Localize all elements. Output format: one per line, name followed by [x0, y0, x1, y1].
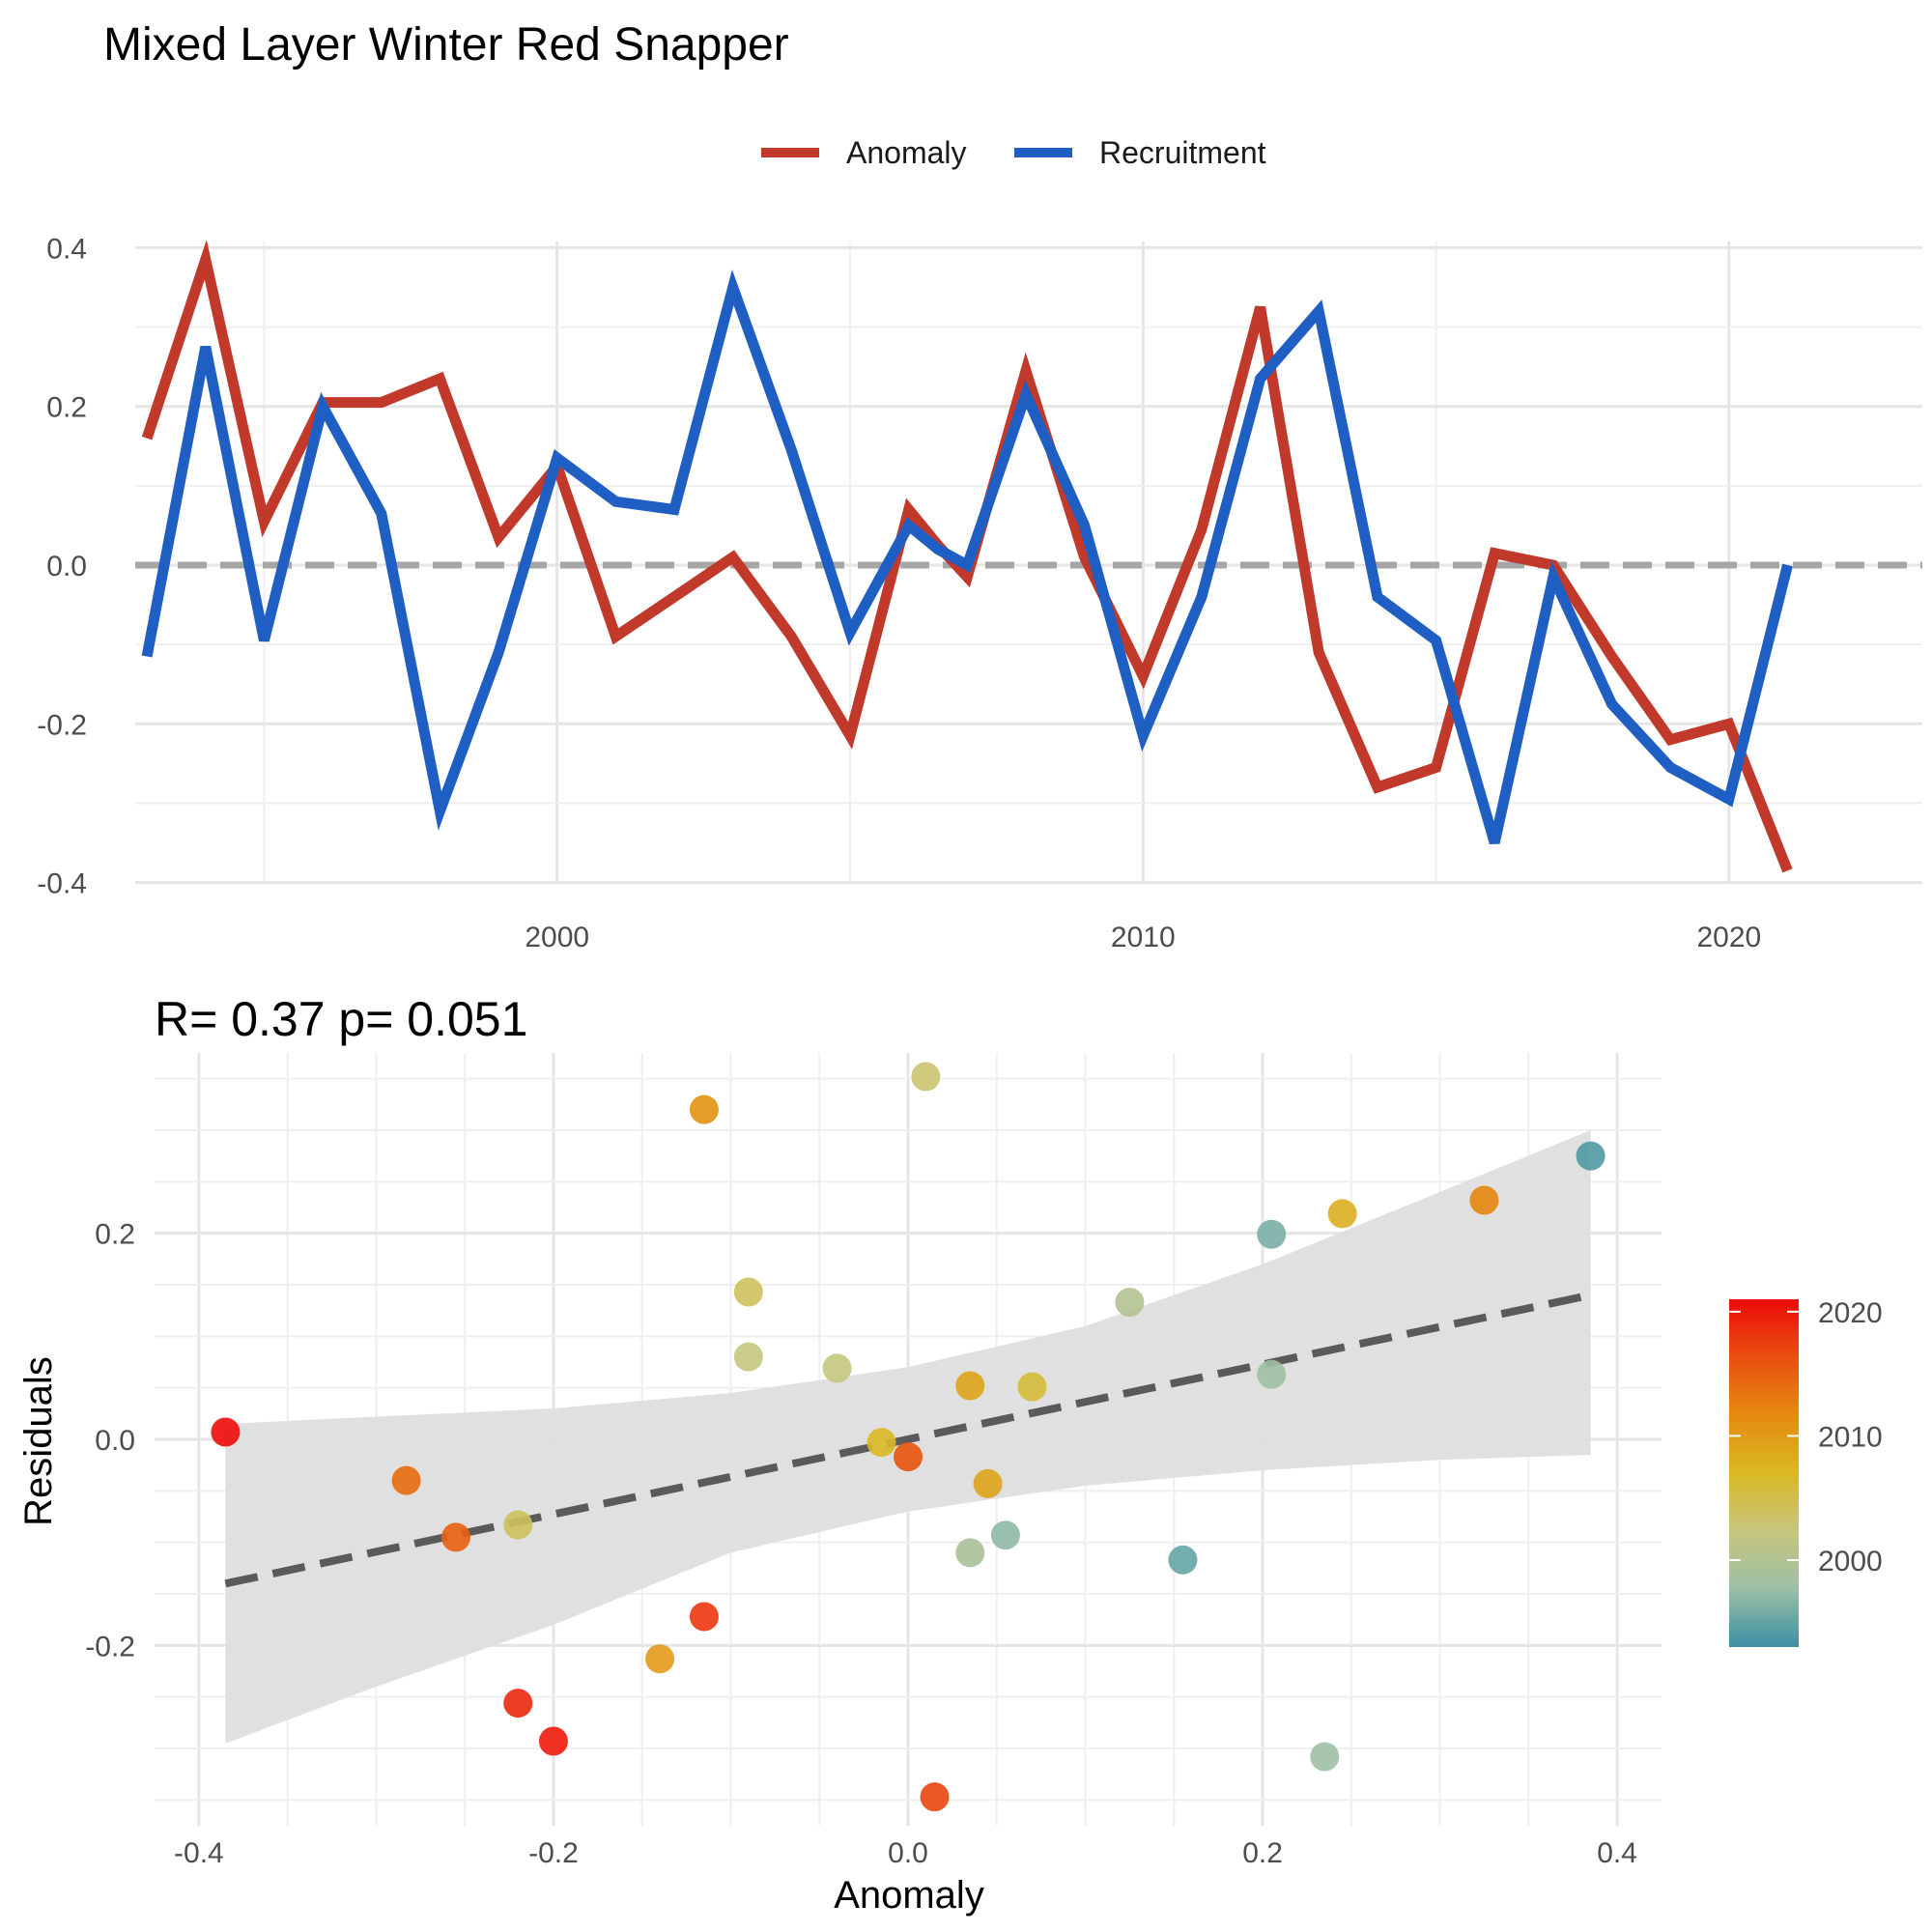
timeseries-x-tick-labels: 2000 2010 2020 [525, 922, 1761, 953]
timeseries-y-tick-labels: 0.4 0.2 0.0 -0.2 -0.4 [37, 233, 87, 899]
scatter-point [1310, 1742, 1340, 1772]
scatter-point [1168, 1545, 1198, 1575]
scatter-x-axis-title: Anomaly [834, 1874, 984, 1917]
x-tick-label: 2010 [1111, 922, 1176, 953]
scatter-x-tick-labels: -0.4 -0.2 0.0 0.2 0.4 [174, 1837, 1637, 1869]
scatter-y-axis-title: Residuals [17, 1356, 60, 1526]
scatter-points [211, 1062, 1605, 1812]
scatter-point [1576, 1141, 1605, 1171]
recruitment-series-line [141, 270, 1793, 845]
scatter-point [503, 1510, 533, 1540]
y-tick-label: -0.4 [37, 868, 87, 900]
scatter-point [894, 1442, 923, 1472]
y-tick-label: 0.0 [95, 1425, 135, 1457]
scatter-point [391, 1465, 421, 1495]
scatter-y-tick-labels: 0.2 0.0 -0.2 [85, 1219, 135, 1663]
scatter-point [503, 1689, 533, 1719]
x-tick-label: 2000 [525, 922, 589, 953]
colorbar [1729, 1299, 1799, 1647]
y-tick-label: -0.2 [37, 709, 87, 741]
x-tick-label: 2020 [1696, 922, 1761, 953]
scatter-point [733, 1342, 763, 1372]
scatter-point [1115, 1288, 1145, 1318]
scatter-point [1469, 1185, 1499, 1215]
scatter-point [689, 1602, 719, 1632]
scatter-title: R= 0.37 p= 0.051 [155, 992, 527, 1046]
scatter-point [955, 1538, 985, 1568]
legend: Anomaly Recruitment [761, 135, 1266, 170]
colorbar-ticks: 2020 2010 2000 [1729, 1297, 1883, 1577]
scatter-point [645, 1644, 675, 1674]
y-tick-label: -0.2 [85, 1631, 135, 1662]
x-tick-label: -0.4 [174, 1837, 224, 1869]
scatter-point [867, 1428, 896, 1458]
x-tick-label: 0.2 [1242, 1837, 1283, 1869]
x-tick-label: -0.2 [528, 1837, 579, 1869]
chart-title: Mixed Layer Winter Red Snapper [103, 19, 789, 71]
scatter-point [1257, 1359, 1287, 1389]
scatter-point [990, 1520, 1020, 1550]
scatter-point [538, 1726, 568, 1756]
scatter-point [973, 1468, 1003, 1498]
timeseries-lines [141, 240, 1793, 873]
scatter-point [955, 1371, 985, 1401]
scatter-point [1327, 1199, 1357, 1229]
legend-label-recruitment: Recruitment [1099, 135, 1266, 170]
scatter-point [733, 1277, 763, 1307]
x-tick-label: 0.0 [888, 1837, 928, 1869]
y-tick-label: 0.2 [95, 1219, 135, 1251]
scatter-point [211, 1417, 241, 1447]
y-tick-label: 0.4 [46, 233, 87, 265]
colorbar-tick-label: 2000 [1818, 1546, 1883, 1577]
scatter-point [1257, 1219, 1287, 1249]
regression-line [224, 1291, 1592, 1588]
scatter-point [1017, 1372, 1047, 1402]
legend-label-anomaly: Anomaly [846, 135, 967, 170]
x-tick-label: 0.4 [1597, 1837, 1637, 1869]
colorbar-tick-label: 2010 [1818, 1421, 1883, 1453]
y-tick-label: 0.0 [46, 551, 87, 582]
colorbar-tick-label: 2020 [1818, 1297, 1883, 1329]
scatter-point [689, 1094, 719, 1124]
scatter-point [911, 1062, 941, 1092]
scatter-point [822, 1353, 852, 1383]
scatter-point [920, 1782, 950, 1812]
y-tick-label: 0.2 [46, 392, 87, 424]
color-legend: 2020 2010 2000 [1729, 1297, 1883, 1647]
scatter-point [441, 1522, 470, 1552]
